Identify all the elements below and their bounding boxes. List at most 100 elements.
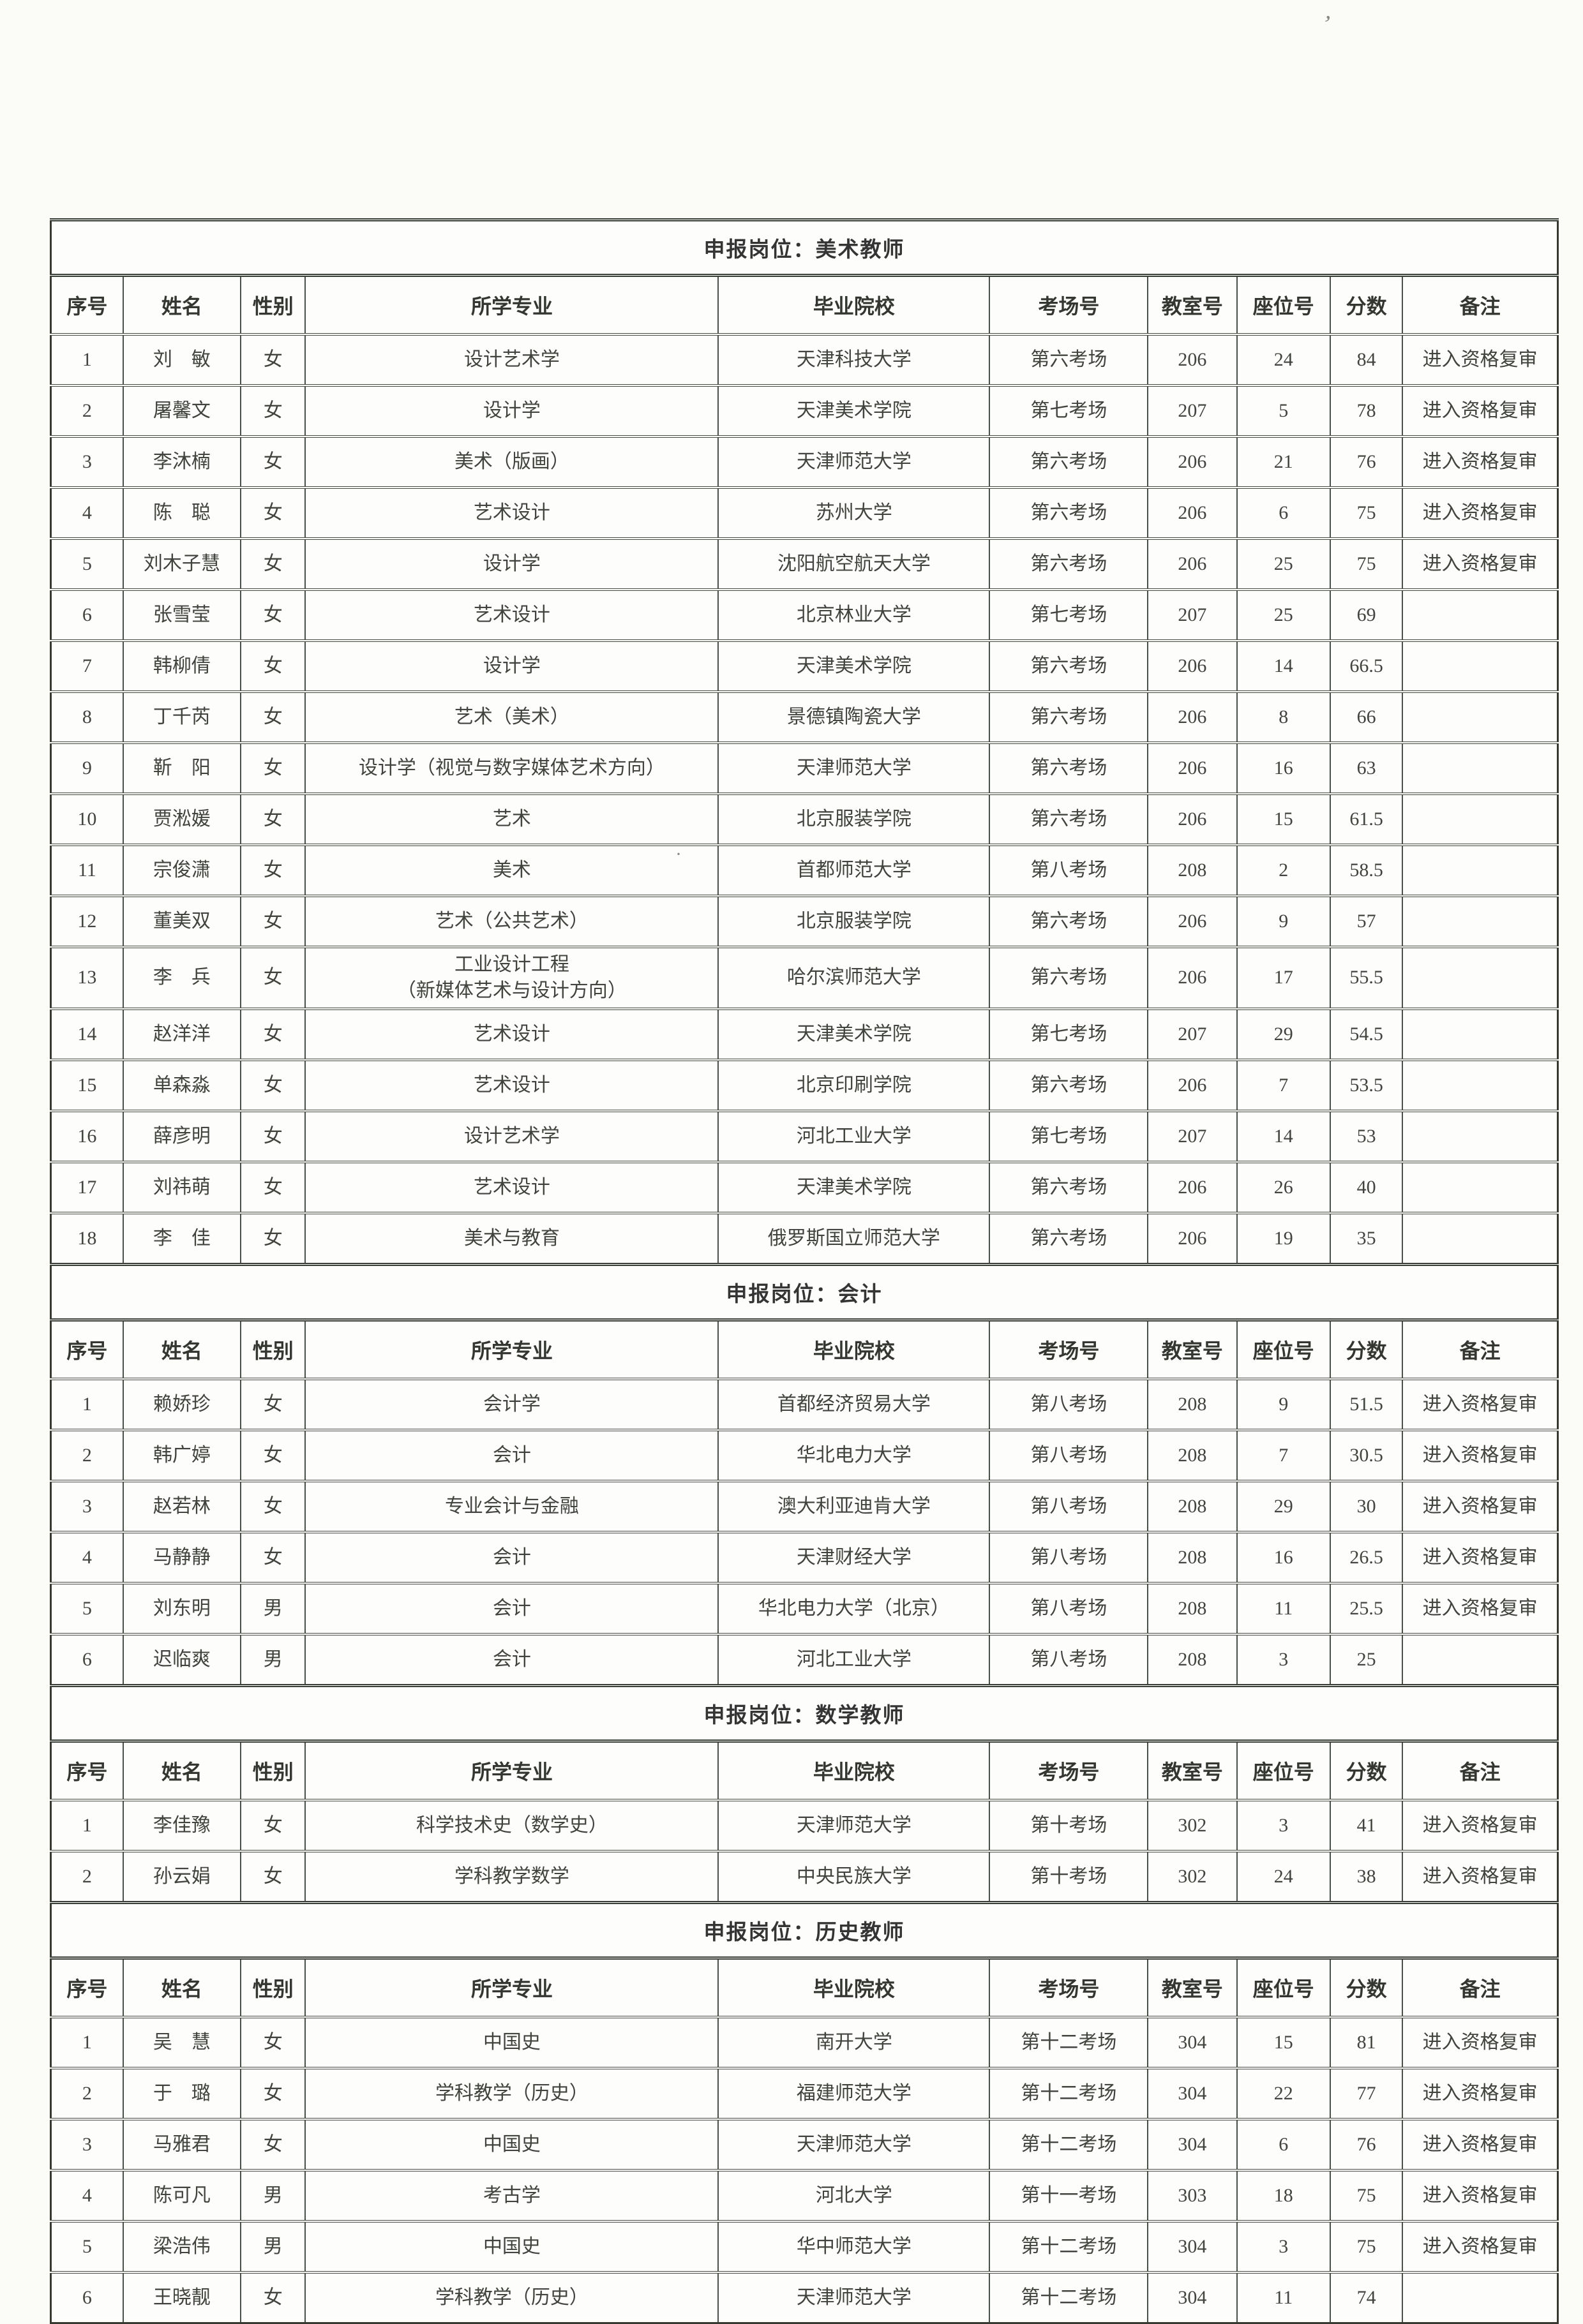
cell-exam-room: 第十二考场 <box>989 2016 1149 2069</box>
cell-exam-room: 第十二考场 <box>989 2119 1149 2171</box>
cell-classroom: 207 <box>1147 385 1238 437</box>
cell-classroom: 302 <box>1147 1851 1238 1903</box>
cell-exam-room: 第十二考场 <box>989 2272 1149 2324</box>
cell-gender: 女 <box>239 793 306 845</box>
cell-exam-room: 第六考场 <box>989 436 1149 488</box>
column-header-seat: 座位号 <box>1236 1740 1331 1801</box>
cell-seat: 25 <box>1236 589 1331 641</box>
column-header-score: 分数 <box>1329 1957 1404 2018</box>
cell-seat: 25 <box>1236 538 1331 590</box>
table-row: 2 孙云娟女学科教学数学 中央民族大学 第十考场 302 24 38 进入资格复审 <box>50 1851 1559 1903</box>
cell-school: 天津美术学院 <box>717 1008 991 1061</box>
cell-remark <box>1402 1634 1559 1687</box>
cell-score: 51.5 <box>1329 1378 1404 1431</box>
cell-seq: 2 <box>50 1851 124 1903</box>
cell-name: 刘木子慧 <box>122 538 241 590</box>
cell-name: 刘祎萌 <box>122 1161 241 1214</box>
cell-major: 学科教学（历史） <box>304 2067 719 2120</box>
cell-seat: 21 <box>1236 436 1331 488</box>
cell-major: 美术与教育 <box>304 1212 719 1265</box>
cell-gender: 男 <box>239 1634 306 1687</box>
table-header-row: 序号 姓名 性别 所学专业 毕业院校 考场号 教室号 座位号 分数 备注 <box>50 1319 1559 1380</box>
cell-gender: 女 <box>239 1059 306 1112</box>
cell-school: 北京服装学院 <box>717 793 991 845</box>
cell-seat: 6 <box>1236 487 1331 539</box>
cell-school: 哈尔滨师范大学 <box>717 946 991 1009</box>
cell-name: 单森淼 <box>122 1059 241 1112</box>
cell-seat: 22 <box>1236 2067 1331 2120</box>
cell-exam-room: 第十一考场 <box>989 2170 1149 2222</box>
table-row: 13 李 兵女工业设计工程 （新媒体艺术与设计方向） 哈尔滨师范大学 第六考场 206 1… <box>50 946 1559 1009</box>
cell-seq: 2 <box>50 2067 124 2120</box>
cell-name: 韩柳倩 <box>122 640 241 692</box>
cell-remark <box>1402 691 1559 743</box>
cell-name: 陈 聪 <box>122 487 241 539</box>
cell-remark: 进入资格复审 <box>1402 2221 1559 2273</box>
cell-seat: 6 <box>1236 2119 1331 2171</box>
column-header-gender: 性别 <box>239 274 306 335</box>
cell-score: 81 <box>1329 2016 1404 2069</box>
cell-exam-room: 第八考场 <box>989 1480 1149 1533</box>
cell-name: 张雪莹 <box>122 589 241 641</box>
cell-major: 艺术 <box>304 793 719 845</box>
cell-gender: 女 <box>239 334 306 386</box>
cell-exam-room: 第六考场 <box>989 793 1149 845</box>
cell-score: 69 <box>1329 589 1404 641</box>
table-row: 14 赵洋洋女艺术设计 天津美术学院 第七考场 207 29 54.5 <box>50 1008 1559 1061</box>
cell-remark: 进入资格复审 <box>1402 334 1559 386</box>
cell-school: 俄罗斯国立师范大学 <box>717 1212 991 1265</box>
table-row: 5 刘木子慧女设计学 沈阳航空航天大学 第六考场 206 25 75 进入资格复审 <box>50 538 1559 590</box>
column-header-classroom: 教室号 <box>1147 274 1238 335</box>
cell-school: 河北大学 <box>717 2170 991 2222</box>
cell-seq: 18 <box>50 1212 124 1265</box>
cell-classroom: 208 <box>1147 1634 1238 1687</box>
cell-seq: 1 <box>50 1378 124 1431</box>
section-title-row: 申报岗位：美术教师 <box>50 219 1559 276</box>
cell-score: 76 <box>1329 2119 1404 2171</box>
cell-name: 王晓靓 <box>122 2272 241 2324</box>
cell-remark: 进入资格复审 <box>1402 1378 1559 1431</box>
cell-name: 刘 敏 <box>122 334 241 386</box>
cell-exam-room: 第七考场 <box>989 385 1149 437</box>
cell-gender: 女 <box>239 385 306 437</box>
cell-classroom: 206 <box>1147 487 1238 539</box>
cell-exam-room: 第六考场 <box>989 691 1149 743</box>
cell-seat: 16 <box>1236 1531 1331 1584</box>
cell-school: 北京服装学院 <box>717 895 991 948</box>
cell-gender: 女 <box>239 946 306 1009</box>
cell-major: 会计 <box>304 1583 719 1635</box>
cell-name: 李佳豫 <box>122 1799 241 1852</box>
cell-gender: 女 <box>239 2016 306 2069</box>
cell-score: 25.5 <box>1329 1583 1404 1635</box>
table-row: 1 李佳豫女科学技术史（数学史） 天津师范大学 第十考场 302 3 41 进入资格复审 <box>50 1799 1559 1852</box>
cell-school: 天津美术学院 <box>717 385 991 437</box>
cell-seq: 1 <box>50 2016 124 2069</box>
cell-gender: 女 <box>239 895 306 948</box>
cell-remark: 进入资格复审 <box>1402 1583 1559 1635</box>
cell-school: 天津师范大学 <box>717 2272 991 2324</box>
table-row: 12 董美双女艺术（公共艺术） 北京服装学院 第六考场 206 9 57 <box>50 895 1559 948</box>
cell-exam-room: 第七考场 <box>989 1110 1149 1163</box>
cell-school: 南开大学 <box>717 2016 991 2069</box>
cell-school: 苏州大学 <box>717 487 991 539</box>
section-title: 申报岗位：数学教师 <box>50 1685 1559 1742</box>
column-header-remark: 备注 <box>1402 1957 1559 2018</box>
cell-major: 考古学 <box>304 2170 719 2222</box>
cell-seq: 10 <box>50 793 124 845</box>
cell-seq: 4 <box>50 487 124 539</box>
cell-exam-room: 第十二考场 <box>989 2067 1149 2120</box>
cell-name: 丁千芮 <box>122 691 241 743</box>
cell-remark <box>1402 1212 1559 1265</box>
cell-seat: 2 <box>1236 844 1331 897</box>
cell-major: 艺术（美术） <box>304 691 719 743</box>
cell-major: 学科教学数学 <box>304 1851 719 1903</box>
column-header-seq: 序号 <box>50 1740 124 1801</box>
column-header-seat: 座位号 <box>1236 1319 1331 1380</box>
cell-major: 设计艺术学 <box>304 334 719 386</box>
cell-score: 30.5 <box>1329 1429 1404 1482</box>
cell-seq: 8 <box>50 691 124 743</box>
cell-seat: 19 <box>1236 1212 1331 1265</box>
cell-classroom: 303 <box>1147 2170 1238 2222</box>
cell-school: 天津师范大学 <box>717 436 991 488</box>
column-header-gender: 性别 <box>239 1957 306 2018</box>
